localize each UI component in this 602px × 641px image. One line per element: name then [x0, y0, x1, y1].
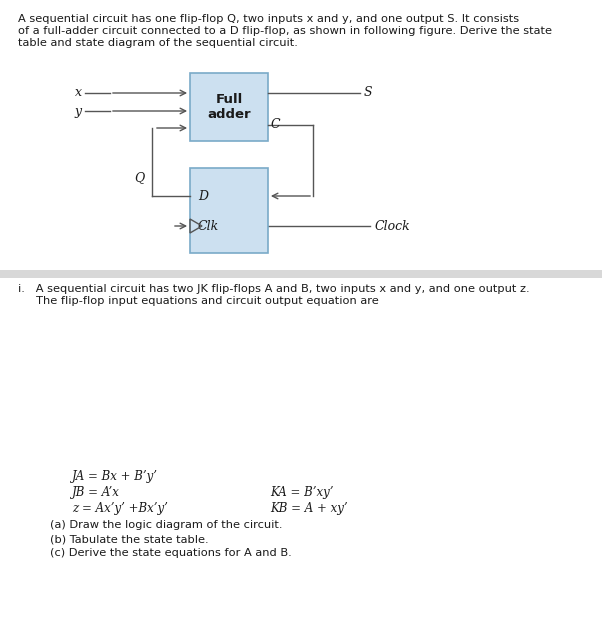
Text: (c) Derive the state equations for A and B.: (c) Derive the state equations for A and… — [50, 548, 292, 558]
Text: of a full-adder circuit connected to a D flip-flop, as shown in following figure: of a full-adder circuit connected to a D… — [18, 26, 552, 36]
Text: x: x — [75, 87, 82, 99]
Text: KA = B’xy’: KA = B’xy’ — [270, 486, 334, 499]
Text: Q: Q — [134, 172, 144, 185]
Text: KB = A + xy’: KB = A + xy’ — [270, 502, 347, 515]
Text: S: S — [364, 87, 373, 99]
Bar — [0, 270, 602, 278]
Text: JA = Bx + B’y’: JA = Bx + B’y’ — [72, 470, 158, 483]
Bar — [190, 73, 268, 141]
Text: A sequential circuit has one flip-flop Q, two inputs x and y, and one output S. : A sequential circuit has one flip-flop Q… — [18, 14, 519, 24]
Text: Full
adder: Full adder — [207, 93, 251, 121]
Text: Clk: Clk — [198, 219, 219, 233]
Text: (a) Draw the logic diagram of the circuit.: (a) Draw the logic diagram of the circui… — [50, 520, 282, 530]
Text: z = Ax’y’ +Bx’y’: z = Ax’y’ +Bx’y’ — [72, 502, 168, 515]
Text: The flip-flop input equations and circuit output equation are: The flip-flop input equations and circui… — [18, 296, 379, 306]
Text: JB = A’x: JB = A’x — [72, 486, 120, 499]
Text: y: y — [75, 104, 82, 117]
Text: C: C — [271, 119, 281, 131]
Text: i.   A sequential circuit has two JK flip-flops A and B, two inputs x and y, and: i. A sequential circuit has two JK flip-… — [18, 284, 530, 294]
Text: D: D — [198, 190, 208, 203]
Text: Clock: Clock — [375, 219, 411, 233]
Bar — [190, 168, 268, 253]
Text: table and state diagram of the sequential circuit.: table and state diagram of the sequentia… — [18, 38, 298, 48]
Text: (b) Tabulate the state table.: (b) Tabulate the state table. — [50, 534, 209, 544]
